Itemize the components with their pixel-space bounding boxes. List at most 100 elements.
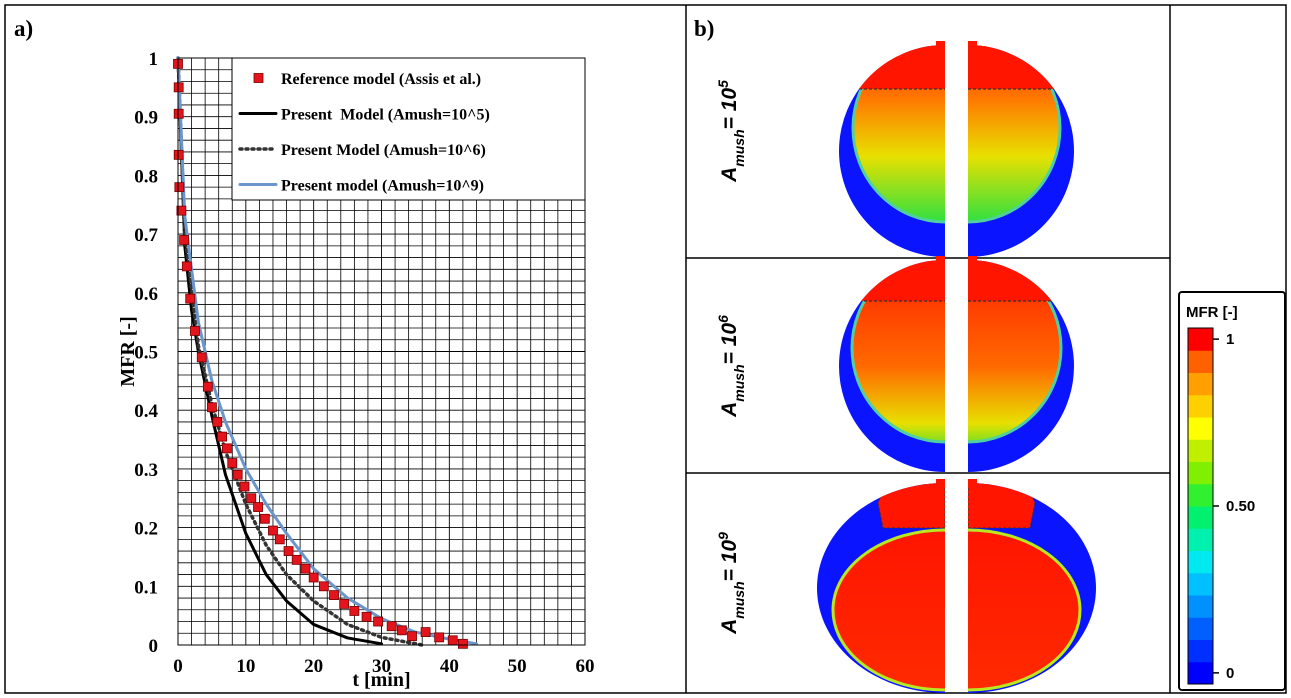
cap-region — [968, 483, 1036, 529]
legend-label: Reference model (Assis et al.) — [281, 71, 481, 88]
legend-label: Present Model (Amush=10^6) — [281, 142, 486, 159]
y-tick-label: 0.9 — [134, 108, 158, 129]
y-tick-label: 0.3 — [134, 460, 158, 481]
data-point — [232, 469, 243, 480]
row-label: Amush= 105 — [715, 80, 747, 183]
liquid-region — [968, 528, 1082, 692]
colorbar-cell — [1188, 528, 1213, 551]
x-tick-label: 40 — [440, 656, 459, 677]
y-tick-label: 0.7 — [134, 225, 158, 246]
colorbar-cell — [1188, 506, 1213, 529]
data-point — [227, 458, 238, 468]
colorbar-cell — [1188, 550, 1213, 574]
data-point — [420, 627, 431, 637]
x-tick-label: 30 — [372, 656, 391, 677]
data-point — [176, 205, 187, 216]
data-point — [349, 606, 360, 616]
row-label-part: = 10 — [718, 323, 741, 365]
colorbar-cell — [1188, 572, 1213, 596]
x-tick-label: 0 — [173, 656, 183, 677]
y-tick-label: 1 — [149, 49, 159, 70]
line-series — [176, 56, 478, 646]
x-tick-label: 10 — [236, 656, 255, 677]
cap-region — [839, 260, 945, 301]
data-point — [373, 616, 384, 627]
data-point — [329, 590, 339, 601]
data-point — [190, 326, 200, 336]
colorbar-cell — [1188, 439, 1213, 462]
nozzle — [936, 479, 945, 487]
data-point — [173, 149, 184, 160]
data-point — [318, 581, 329, 592]
data-point — [447, 635, 458, 646]
row-label-part: = 10 — [718, 540, 741, 582]
data-point — [253, 502, 263, 512]
row-label-part: mush — [731, 364, 747, 401]
data-point — [181, 261, 192, 272]
colorbar-cell — [1188, 372, 1213, 396]
data-point — [179, 235, 190, 245]
data-point — [246, 493, 257, 504]
data-point — [339, 599, 350, 609]
legend-label: Present model (Amush=10^9) — [281, 178, 484, 195]
data-point — [308, 572, 319, 583]
colorbar-tick-label: 0 — [1226, 665, 1234, 682]
row-label: Amush= 109 — [715, 532, 747, 635]
row-label: Amush= 106 — [715, 315, 747, 418]
y-tick-label: 0.1 — [134, 577, 158, 598]
colorbar-tick-label: 0.50 — [1226, 498, 1255, 515]
data-point — [291, 554, 302, 565]
data-point — [174, 182, 185, 193]
y-tick-label: 0.2 — [134, 519, 158, 540]
nozzle — [968, 256, 977, 264]
data-point — [217, 431, 227, 442]
data-point — [202, 381, 213, 392]
y-tick-label: 0 — [149, 636, 159, 657]
row-label-part: 9 — [715, 532, 731, 540]
cap-region — [877, 483, 945, 529]
colorbar-cell — [1188, 595, 1213, 618]
panel-label: b) — [694, 16, 714, 41]
colorbar-cell — [1188, 350, 1213, 373]
colorbar-cell — [1188, 394, 1213, 418]
colorbar-tick-label: 1 — [1226, 331, 1234, 348]
nozzle — [968, 479, 977, 487]
data-point — [434, 632, 445, 643]
colorbar-cell — [1188, 639, 1213, 663]
data-point — [207, 402, 217, 413]
x-tick-label: 60 — [576, 656, 595, 677]
data-point — [173, 108, 184, 119]
data-point — [407, 631, 417, 642]
liquid-region — [831, 528, 945, 692]
data-point — [221, 443, 232, 454]
cap-region — [968, 260, 1074, 301]
colorbar-cell — [1188, 461, 1213, 485]
y-tick-label: 0.5 — [134, 343, 158, 364]
row-label-part: 6 — [715, 315, 731, 323]
colorbar-title: MFR [-] — [1186, 304, 1238, 321]
data-point — [274, 534, 285, 545]
nozzle — [936, 256, 945, 264]
data-point — [239, 481, 250, 492]
data-point — [173, 82, 184, 93]
row-label-part: A — [718, 402, 741, 418]
panel-label: a) — [14, 16, 33, 41]
x-tick-label: 20 — [304, 656, 323, 677]
data-point — [259, 513, 270, 524]
row-label-part: = 10 — [718, 88, 741, 130]
row-label-part: A — [718, 619, 741, 635]
legend-marker — [253, 73, 264, 83]
y-tick-label: 0.6 — [134, 284, 158, 305]
chart: 0 10 20 30 40 50 60 0 0.1 0.2 0.3 0.4 0.5 0.6 0.7 0.8 0.… — [117, 49, 595, 691]
colorbar-cell — [1188, 483, 1213, 507]
y-tick-label: 0.8 — [134, 166, 158, 187]
data-point — [196, 352, 207, 363]
colorbar: MFR [-] 1 0.50 0 — [1178, 291, 1286, 691]
colorbar-cell — [1188, 661, 1213, 685]
x-tick-label: 50 — [508, 656, 527, 677]
row-label-part: A — [718, 167, 741, 183]
data-point — [396, 625, 407, 636]
data-point — [185, 293, 196, 304]
